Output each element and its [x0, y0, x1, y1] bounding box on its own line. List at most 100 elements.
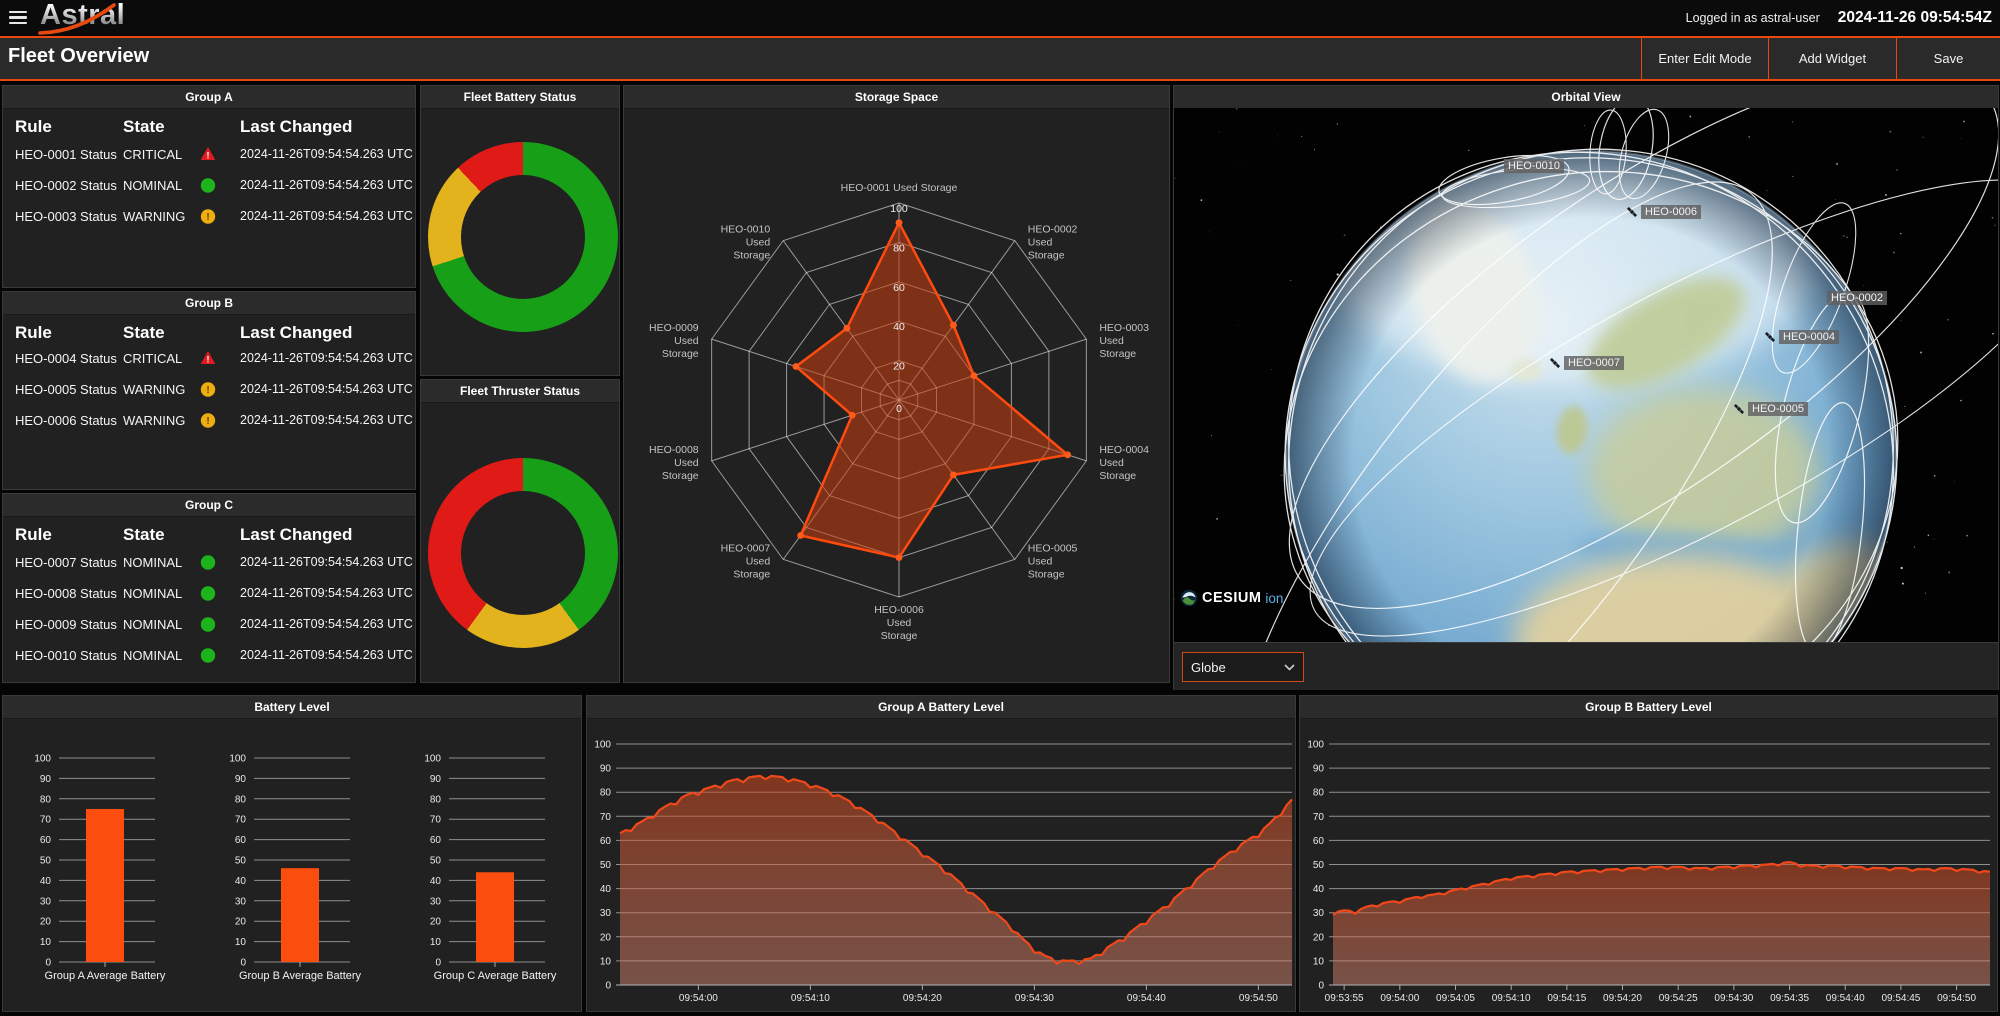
svg-text:Group B Average Battery: Group B Average Battery	[239, 970, 362, 982]
svg-text:20: 20	[235, 917, 247, 928]
satellite-heo-0004[interactable]: HEO-0004	[1764, 330, 1839, 344]
svg-text:Used: Used	[1028, 237, 1053, 249]
fleet-thruster-status-panel: Fleet Thruster Status	[420, 379, 620, 683]
svg-text:20: 20	[1313, 932, 1325, 943]
last-changed-cell: 2024-11-26T09:54:54.263 UTC	[240, 555, 413, 569]
rule-table-row[interactable]: HEO-0009 Status NOMINAL 2024-11-26T09:54:5…	[3, 615, 415, 635]
svg-text:100: 100	[34, 754, 51, 765]
satellite-heo-0005[interactable]: HEO-0005	[1733, 402, 1808, 416]
fleet-thruster-status-title: Fleet Thruster Status	[421, 380, 619, 403]
rule-table-row[interactable]: HEO-0010 Status NOMINAL 2024-11-26T09:54:5…	[3, 646, 415, 666]
column-header-state: State	[123, 323, 165, 342]
svg-text:HEO-0008: HEO-0008	[649, 444, 699, 456]
svg-text:Used: Used	[674, 335, 699, 347]
svg-text:Used: Used	[674, 457, 699, 469]
rule-table-row[interactable]: HEO-0001 Status CRITICAL! 2024-11-26T09:54…	[3, 145, 415, 165]
cesium-ion-credit[interactable]: CESIUM ion	[1180, 589, 1283, 607]
rule-table-row[interactable]: HEO-0008 Status NOMINAL 2024-11-26T09:54:5…	[3, 584, 415, 604]
svg-text:90: 90	[40, 774, 52, 785]
satellite-heo-0007[interactable]: HEO-0007	[1549, 356, 1624, 370]
rule-table-row[interactable]: HEO-0003 Status WARNING! 2024-11-26T09:54:…	[3, 207, 415, 227]
state-icon-cell	[200, 585, 216, 601]
view-mode-select[interactable]: Globe	[1182, 652, 1304, 682]
svg-text:40: 40	[235, 876, 247, 887]
utc-clock: 2024-11-26 09:54:54Z	[1837, 9, 1992, 26]
enter-edit-mode-button[interactable]: Enter Edit Mode	[1641, 38, 1768, 79]
svg-text:!: !	[206, 212, 209, 223]
rule-cell: HEO-0001 Status	[15, 147, 117, 162]
last-changed-cell: 2024-11-26T09:54:54.263 UTC	[240, 586, 413, 600]
svg-text:Group A Average Battery: Group A Average Battery	[45, 970, 166, 982]
svg-text:Storage: Storage	[733, 568, 770, 580]
state-icon-cell	[200, 177, 216, 193]
chevron-down-icon	[1284, 663, 1295, 671]
rule-table-row[interactable]: HEO-0004 Status CRITICAL! 2024-11-26T09:54…	[3, 349, 415, 369]
group-b-battery-panel: Group B Battery Level 0 10 20 30 40 50 60 70 80 9…	[1299, 695, 1998, 1012]
satellite-label: HEO-0007	[1564, 356, 1624, 370]
state-cell: NOMINAL	[123, 555, 183, 570]
group-a-battery-area-chart: 0 10 20 30 40 50 60 70 80 90 100 09:54:00 09:54:10 09…	[594, 740, 1293, 1004]
save-button[interactable]: Save	[1896, 38, 2000, 79]
menubar: Fleet Overview Enter Edit Mode Add Widge…	[0, 36, 2000, 81]
battery-level-title: Battery Level	[3, 696, 581, 719]
rule-cell: HEO-0005 Status	[15, 382, 117, 397]
last-changed-cell: 2024-11-26T09:54:54.263 UTC	[240, 351, 413, 365]
satellite-label: HEO-0002	[1827, 291, 1887, 305]
svg-text:Storage: Storage	[881, 630, 918, 642]
storage-space-title: Storage Space	[624, 86, 1169, 109]
add-widget-button[interactable]: Add Widget	[1768, 38, 1896, 79]
top-app-bar: Astral Logged in as astral-user 2024-11-…	[0, 0, 2000, 36]
satellite-heo-0002[interactable]: HEO-0002	[1827, 291, 1887, 305]
hamburger-menu-icon[interactable]	[9, 11, 29, 25]
column-header-rule: Rule	[15, 323, 52, 342]
svg-text:10: 10	[1313, 956, 1325, 967]
nominal-status-icon	[200, 617, 216, 632]
rule-cell: HEO-0002 Status	[15, 178, 117, 193]
svg-text:80: 80	[893, 242, 905, 254]
last-changed-cell: 2024-11-26T09:54:54.263 UTC	[240, 617, 413, 631]
rule-table-row[interactable]: HEO-0002 Status NOMINAL 2024-11-26T09:54:5…	[3, 176, 415, 196]
svg-text:70: 70	[430, 815, 442, 826]
rule-cell: HEO-0007 Status	[15, 555, 117, 570]
orbital-view-title: Orbital View	[1174, 86, 1998, 109]
page-title: Fleet Overview	[8, 45, 150, 67]
state-cell: NOMINAL	[123, 586, 183, 601]
svg-text:Storage: Storage	[733, 250, 770, 262]
svg-text:Storage: Storage	[662, 470, 699, 482]
view-selector-row: Globe	[1174, 642, 1998, 690]
rule-table-row[interactable]: HEO-0005 Status WARNING! 2024-11-26T09:54:…	[3, 380, 415, 400]
column-header-last-changed: Last Changed	[240, 525, 353, 544]
cesium-globe-canvas[interactable]	[1174, 108, 1998, 642]
fleet-battery-status-panel: Fleet Battery Status	[420, 85, 620, 376]
svg-text:09:54:40: 09:54:40	[1826, 993, 1865, 1004]
svg-text:09:54:25: 09:54:25	[1659, 993, 1698, 1004]
warning-status-icon: !	[200, 413, 216, 428]
svg-text:HEO-0009: HEO-0009	[649, 322, 699, 334]
state-cell: NOMINAL	[123, 648, 183, 663]
group-b-panel: Group B Rule State Last Changed HEO-0004…	[2, 291, 416, 490]
cesium-logo-icon	[1180, 589, 1198, 607]
svg-text:09:54:50: 09:54:50	[1239, 993, 1278, 1004]
satellite-heo-0010[interactable]: HEO-0010	[1504, 159, 1564, 173]
svg-text:30: 30	[235, 896, 247, 907]
critical-status-icon: !	[200, 147, 216, 161]
storage-space-panel: Storage Space 0 20 40 60 80 100 HEO-0001 Used …	[623, 85, 1170, 683]
rule-cell: HEO-0010 Status	[15, 648, 117, 663]
donut-hole	[461, 491, 585, 615]
state-icon-cell	[200, 616, 216, 632]
rule-table-row[interactable]: HEO-0006 Status WARNING! 2024-11-26T09:54:…	[3, 411, 415, 431]
rule-cell: HEO-0004 Status	[15, 351, 117, 366]
rule-table-row[interactable]: HEO-0007 Status NOMINAL 2024-11-26T09:54:5…	[3, 553, 415, 573]
satellite-heo-0006[interactable]: HEO-0006	[1626, 205, 1701, 219]
svg-text:09:54:30: 09:54:30	[1714, 993, 1753, 1004]
svg-text:09:54:20: 09:54:20	[903, 993, 942, 1004]
svg-text:09:54:00: 09:54:00	[679, 993, 718, 1004]
svg-text:HEO-0004: HEO-0004	[1099, 444, 1149, 456]
state-icon-cell	[200, 554, 216, 570]
svg-text:!: !	[207, 355, 210, 365]
satellite-label: HEO-0004	[1779, 330, 1839, 344]
group-a-battery-panel: Group A Battery Level 0 10 20 30 40 50 60 70 80 9…	[586, 695, 1296, 1012]
group-b-title: Group B	[3, 292, 415, 315]
satellite-icon	[1733, 403, 1745, 415]
svg-text:50: 50	[235, 856, 247, 867]
